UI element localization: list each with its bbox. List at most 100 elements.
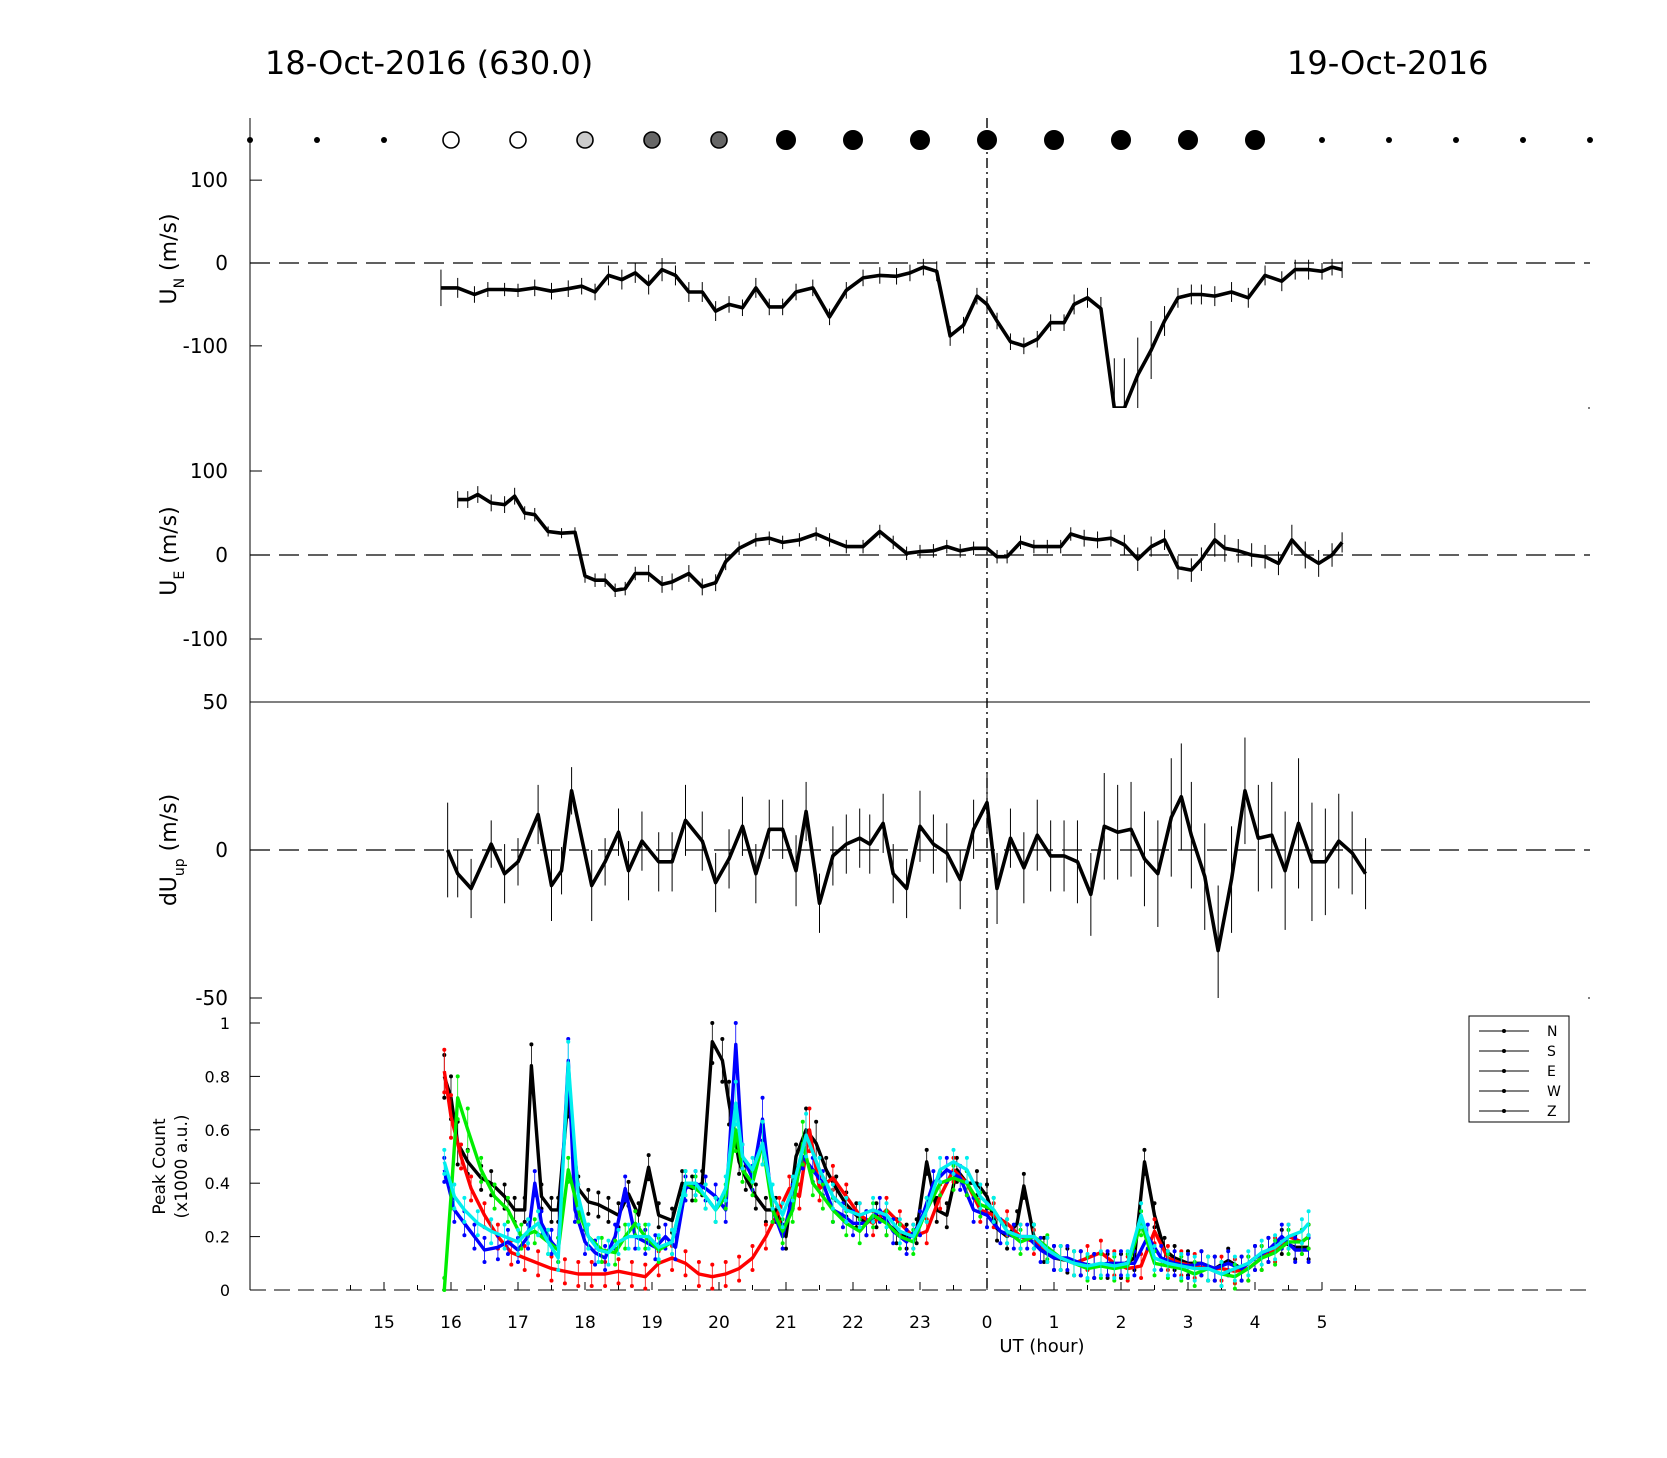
data-point xyxy=(636,1246,641,1251)
data-point xyxy=(696,1283,701,1288)
sky-marker xyxy=(1520,137,1526,143)
x-tick-label: 4 xyxy=(1250,1313,1261,1333)
data-point xyxy=(1058,1267,1063,1272)
data-point xyxy=(1219,1283,1224,1288)
data-point xyxy=(576,1219,581,1224)
sky-marker xyxy=(1386,137,1392,143)
x-tick-label: 20 xyxy=(708,1313,730,1333)
data-point xyxy=(737,1278,742,1283)
data-point xyxy=(1179,1275,1184,1280)
data-point xyxy=(479,1155,484,1160)
legend-label-S: S xyxy=(1547,1044,1556,1060)
data-point xyxy=(663,1222,668,1227)
data-point xyxy=(753,1206,758,1211)
data-point xyxy=(502,1182,507,1187)
data-point xyxy=(938,1206,943,1211)
un-series-line xyxy=(440,265,1343,408)
data-point xyxy=(1125,1249,1130,1254)
y-tick-label: 0 xyxy=(215,251,228,275)
data-point xyxy=(787,1174,792,1179)
data-point xyxy=(804,1106,809,1111)
data-point xyxy=(606,1238,611,1243)
data-point xyxy=(733,1149,738,1154)
x-tick-label: 2 xyxy=(1116,1313,1127,1333)
data-point xyxy=(469,1198,474,1203)
data-point xyxy=(1306,1259,1311,1264)
data-point xyxy=(1279,1251,1284,1256)
data-point xyxy=(703,1206,708,1211)
data-point xyxy=(593,1262,598,1267)
data-point xyxy=(897,1217,902,1222)
data-point xyxy=(894,1241,899,1246)
data-point xyxy=(753,1182,758,1187)
y-axis-label: UN (m/s) xyxy=(157,213,188,304)
y-tick-label: 1 xyxy=(220,1014,230,1033)
data-point xyxy=(904,1251,909,1256)
ue-data xyxy=(457,486,1344,597)
data-point xyxy=(884,1233,889,1238)
data-point xyxy=(1112,1251,1117,1256)
date-title-left: 18-Oct-2016 (630.0) xyxy=(265,44,594,82)
data-point xyxy=(1232,1254,1237,1259)
data-point xyxy=(462,1219,467,1224)
data-point xyxy=(750,1155,755,1160)
data-point xyxy=(1165,1243,1170,1248)
data-point xyxy=(914,1241,919,1246)
data-point xyxy=(519,1222,524,1227)
data-point xyxy=(924,1195,929,1200)
data-point xyxy=(1045,1235,1050,1240)
data-point xyxy=(733,1021,738,1025)
data-point xyxy=(851,1233,855,1238)
sky-marker xyxy=(576,131,594,149)
data-point xyxy=(633,1209,638,1214)
data-point xyxy=(589,1259,594,1264)
data-point xyxy=(857,1225,862,1230)
data-point xyxy=(874,1225,879,1230)
data-point xyxy=(606,1262,611,1267)
data-point xyxy=(1018,1222,1023,1227)
data-point xyxy=(723,1283,728,1288)
data-point xyxy=(599,1235,604,1240)
data-point xyxy=(1119,1273,1123,1278)
data-point xyxy=(683,1249,688,1254)
data-point xyxy=(643,1262,648,1267)
data-point xyxy=(871,1195,876,1200)
data-point xyxy=(790,1198,795,1203)
data-point xyxy=(693,1169,698,1174)
data-point xyxy=(549,1195,554,1200)
data-point xyxy=(1273,1262,1278,1267)
data-point xyxy=(810,1169,815,1174)
legend-marker xyxy=(1502,1029,1506,1033)
data-point xyxy=(817,1179,822,1184)
x-tick-label: 0 xyxy=(982,1313,993,1333)
data-point xyxy=(720,1079,725,1084)
data-point xyxy=(505,1251,510,1256)
data-point xyxy=(1085,1275,1090,1280)
data-point xyxy=(1152,1267,1157,1272)
data-point xyxy=(452,1219,457,1224)
x-tick-label: 23 xyxy=(909,1313,931,1333)
data-point xyxy=(884,1201,889,1206)
data-point xyxy=(784,1246,788,1251)
data-point xyxy=(1172,1243,1177,1248)
data-point xyxy=(951,1171,956,1176)
data-point xyxy=(1072,1273,1077,1278)
data-point xyxy=(1105,1249,1110,1254)
data-point xyxy=(918,1233,922,1238)
data-point xyxy=(760,1119,765,1124)
data-point xyxy=(1186,1251,1190,1256)
data-point xyxy=(978,1206,983,1211)
data-point xyxy=(633,1246,638,1251)
data-point xyxy=(653,1257,658,1262)
data-point xyxy=(482,1259,487,1264)
data-point xyxy=(904,1222,909,1227)
y-label-unit: (m/s) xyxy=(157,213,182,277)
sky-marker xyxy=(314,137,320,143)
data-point xyxy=(656,1225,661,1230)
sky-marker xyxy=(643,131,661,149)
data-point xyxy=(743,1187,748,1192)
data-point xyxy=(492,1206,497,1211)
data-point xyxy=(656,1257,661,1262)
data-point xyxy=(489,1169,494,1174)
data-point xyxy=(1125,1273,1130,1278)
